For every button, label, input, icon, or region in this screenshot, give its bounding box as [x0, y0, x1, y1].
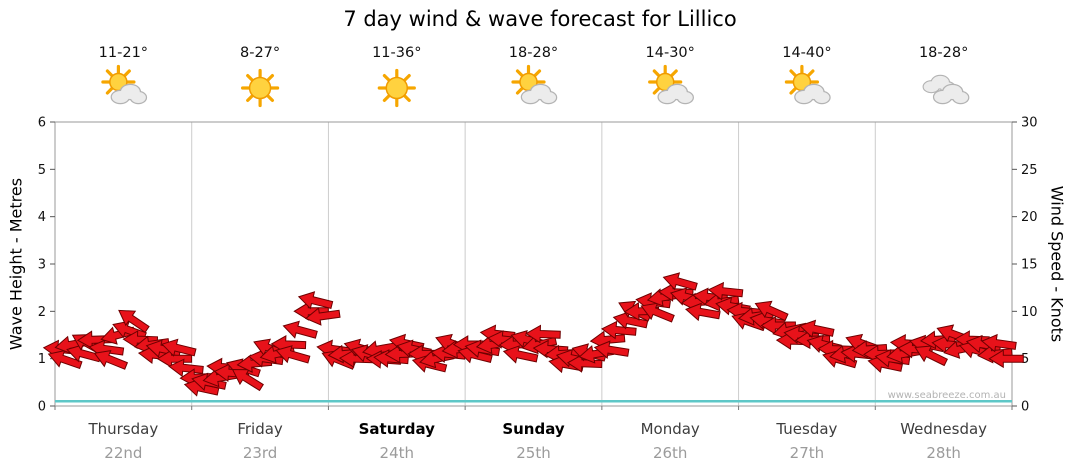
left-tick-label: 4 [38, 210, 46, 225]
wind-arrow [662, 272, 698, 291]
wind-arrow [754, 300, 789, 322]
wind-arrow [525, 324, 561, 344]
wind-arrow [988, 349, 1024, 369]
weather-icon-sunny [241, 68, 280, 108]
left-tick-label: 1 [38, 352, 46, 367]
right-tick-label: 20 [1021, 210, 1038, 225]
wind-arrow [275, 345, 311, 364]
sun-icon [241, 68, 280, 108]
wind-arrow [640, 302, 675, 323]
wind-arrow [122, 330, 159, 349]
cloud-icon [932, 83, 970, 105]
day-date: 28th [926, 444, 960, 462]
day-header: 18-28° [509, 45, 558, 105]
day-header: 14-30° [646, 45, 695, 105]
wind-arrow [168, 358, 204, 378]
day-name: Tuesday [775, 420, 837, 438]
left-axis-label: Wave Height - Metres [6, 177, 26, 351]
cloud-icon [657, 83, 694, 105]
day-name: Thursday [87, 420, 158, 438]
day-label: Wednesday 28th [900, 420, 987, 462]
day-date: 23rd [243, 444, 278, 462]
day-header: 14-40° [782, 45, 832, 105]
wind-arrow [304, 307, 341, 326]
day-label: Saturday 24th [359, 420, 436, 462]
wind-arrow [612, 311, 649, 330]
right-tick-label: 15 [1021, 258, 1038, 273]
weather-icon-partly-cloudy [648, 64, 694, 105]
wind-arrow [685, 302, 721, 322]
wind-arrow [760, 316, 796, 335]
day-date: 26th [653, 444, 687, 462]
right-tick-label: 5 [1021, 352, 1029, 367]
weather-icon-partly-cloudy [511, 64, 558, 105]
page-title: 7 day wind & wave forecast for Lillico [343, 7, 737, 31]
day-temp: 18-28° [509, 45, 558, 61]
watermark: www.seabreeze.com.au [887, 390, 1006, 401]
left-tick-label: 0 [38, 400, 46, 415]
day-temp: 18-28° [919, 45, 968, 61]
weather-icon-partly-cloudy [784, 64, 831, 105]
day-temp: 14-30° [646, 45, 695, 61]
day-label: Tuesday 27th [775, 420, 837, 462]
day-header: 11-21° [99, 45, 148, 105]
day-temp: 14-40° [782, 45, 831, 61]
left-tick-label: 6 [38, 116, 46, 131]
wind-arrow [914, 345, 948, 367]
day-date: 22nd [104, 444, 142, 462]
day-header: 8-27° [240, 45, 280, 108]
day-temp: 11-21° [99, 45, 148, 61]
day-header: 18-28° [919, 45, 970, 105]
wind-arrow [231, 368, 264, 392]
wind-arrow [799, 319, 835, 338]
day-name: Sunday [502, 420, 565, 438]
day-name: Monday [641, 420, 700, 438]
sun-icon [377, 68, 416, 108]
day-header: 11-36° [372, 45, 421, 108]
left-tick-label: 2 [38, 305, 46, 320]
day-name: Saturday [359, 420, 436, 438]
weather-icon-sunny [377, 68, 416, 108]
day-date: 25th [516, 444, 550, 462]
wind-arrow [502, 345, 539, 364]
wind-arrow [707, 281, 744, 301]
wind-arrow [601, 320, 637, 340]
day-label: Monday 26th [641, 420, 700, 462]
right-tick-label: 30 [1021, 116, 1038, 131]
wind-arrow [118, 309, 150, 334]
wind-arrow [293, 301, 329, 321]
day-name: Friday [237, 420, 283, 438]
day-date: 24th [380, 444, 414, 462]
right-tick-label: 25 [1021, 163, 1038, 178]
cloud-icon [794, 83, 831, 105]
left-tick-label: 3 [38, 258, 46, 273]
day-temp: 11-36° [372, 45, 421, 61]
cloud-icon [110, 83, 148, 105]
weather-icon-cloudy [922, 74, 970, 105]
wind-arrow [156, 349, 193, 369]
weather-icon-partly-cloudy [101, 64, 148, 105]
wind-arrow [593, 340, 630, 359]
right-tick-label: 10 [1021, 305, 1038, 320]
wind-arrow [981, 333, 1017, 353]
wind-arrow [93, 349, 129, 370]
right-axis-label: Wind Speed - Knots [1047, 185, 1067, 343]
left-tick-label: 5 [38, 163, 46, 178]
right-tick-label: 0 [1021, 400, 1029, 415]
day-label: Sunday 25th [502, 420, 565, 462]
day-label: Friday 23rd [237, 420, 283, 462]
wind-arrow [161, 338, 197, 357]
wind-arrow [566, 353, 603, 373]
cloud-icon [520, 83, 558, 105]
day-label: Thursday 22nd [87, 420, 158, 462]
day-name: Wednesday [900, 420, 987, 438]
wind-arrow [297, 291, 334, 310]
day-temp: 8-27° [240, 45, 280, 61]
wind-arrow [282, 320, 318, 339]
day-date: 27th [790, 444, 824, 462]
